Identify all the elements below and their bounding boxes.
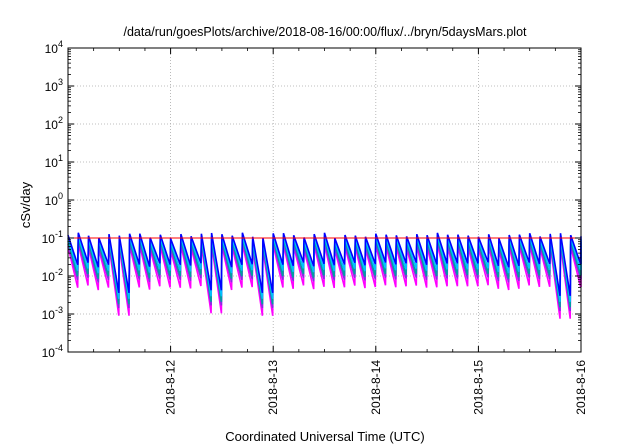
- ticks: 10-4 10-3 10-2 10-1 100 101 102 103 104 2018-8-12…: [42, 39, 588, 415]
- x-tick-label: 2018-8-14: [369, 360, 383, 415]
- y-tick-label: 103: [45, 77, 63, 94]
- y-axis-title: cSv/day: [18, 181, 33, 228]
- y-tick-label: 10-3: [42, 305, 63, 322]
- series-line: [67, 244, 582, 319]
- series-line: [67, 232, 582, 297]
- x-tick-label: 2018-8-15: [471, 360, 485, 415]
- series-layer: [67, 232, 582, 319]
- y-tick-label: 100: [45, 191, 63, 208]
- x-tick-label: 2018-8-13: [266, 360, 280, 415]
- series-line: [67, 241, 582, 312]
- x-tick-label: 2018-8-16: [574, 360, 588, 415]
- y-tick-label: 104: [45, 39, 63, 56]
- y-tick-label: 10-4: [42, 343, 63, 360]
- series-line: [67, 235, 582, 302]
- x-axis-title: Coordinated Universal Time (UTC): [225, 429, 424, 444]
- y-tick-label: 101: [45, 153, 63, 170]
- y-tick-label: 102: [45, 115, 63, 132]
- grid: [68, 48, 581, 352]
- y-tick-label: 10-2: [42, 267, 63, 284]
- x-tick-label: 2018-8-12: [164, 360, 178, 415]
- plot-frame: [67, 47, 582, 353]
- series-line: [67, 238, 582, 308]
- chart-title: /data/run/goesPlots/archive/2018-08-16/0…: [123, 25, 527, 39]
- y-tick-label: 10-1: [42, 229, 63, 246]
